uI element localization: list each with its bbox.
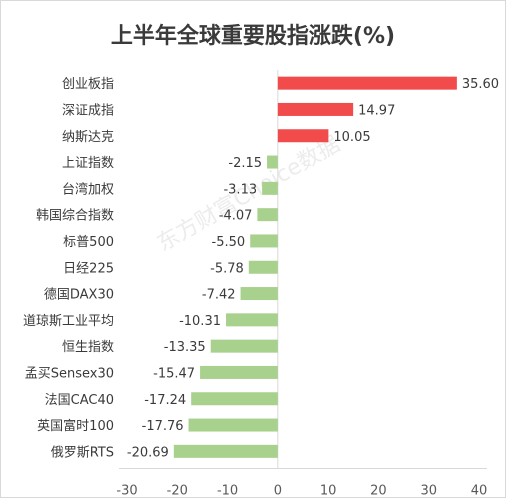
data-label: -7.42	[202, 288, 236, 303]
bar	[277, 129, 329, 143]
bar	[191, 392, 278, 406]
category-label: 创业板指	[62, 77, 114, 92]
data-label: -10.31	[179, 314, 221, 329]
x-tick-label: -30	[116, 484, 137, 498]
bar	[173, 444, 278, 458]
data-label: 10.05	[333, 130, 370, 145]
category-label: 台湾加权	[62, 181, 114, 197]
category-label: 恒生指数	[62, 340, 114, 355]
bar	[240, 287, 278, 301]
x-tick-label: 0	[274, 484, 282, 498]
category-label: 日经225	[63, 261, 114, 276]
data-label: -4.07	[219, 209, 253, 224]
x-tick-label: -20	[167, 484, 188, 498]
category-label: 深证成指	[62, 103, 114, 118]
x-tick-label: 10	[320, 484, 337, 498]
bar	[277, 102, 354, 116]
bar	[188, 418, 278, 432]
category-label: 韩国综合指数	[36, 209, 114, 224]
category-label: 道琼斯工业平均	[23, 314, 114, 329]
bar	[267, 155, 278, 169]
data-label: -5.50	[212, 235, 246, 250]
bar	[200, 365, 278, 379]
data-label: -3.13	[223, 182, 257, 197]
category-label: 法国CAC40	[45, 393, 114, 408]
x-tick-label: 30	[420, 484, 437, 498]
data-label: 14.97	[358, 103, 395, 118]
data-label: 35.60	[462, 77, 499, 92]
x-tick-label: 40	[471, 484, 488, 498]
bar	[257, 208, 278, 222]
category-label: 孟买Sensex30	[25, 366, 114, 381]
data-label: -2.15	[228, 156, 262, 171]
bar	[210, 339, 278, 353]
bar	[262, 181, 278, 195]
data-label: -15.47	[153, 366, 195, 381]
category-label: 英国富时100	[37, 418, 114, 434]
data-label: -5.78	[210, 261, 244, 276]
x-tick-label: -10	[217, 484, 238, 498]
category-label: 俄罗斯RTS	[51, 445, 114, 460]
bar	[248, 260, 278, 274]
chart-title: 上半年全球重要股指涨跌(%)	[110, 24, 396, 49]
bar	[250, 234, 278, 248]
bar	[226, 313, 278, 327]
category-label: 德国DAX30	[44, 288, 114, 303]
category-label: 标普500	[63, 235, 114, 250]
category-label: 上证指数	[62, 156, 114, 171]
data-label: -17.76	[142, 419, 184, 434]
data-label: -20.69	[127, 445, 169, 460]
data-label: -13.35	[164, 340, 206, 355]
data-label: -17.24	[144, 393, 186, 408]
bar	[277, 76, 457, 90]
x-tick-label: 20	[370, 484, 387, 498]
category-label: 纳斯达克	[62, 130, 114, 145]
